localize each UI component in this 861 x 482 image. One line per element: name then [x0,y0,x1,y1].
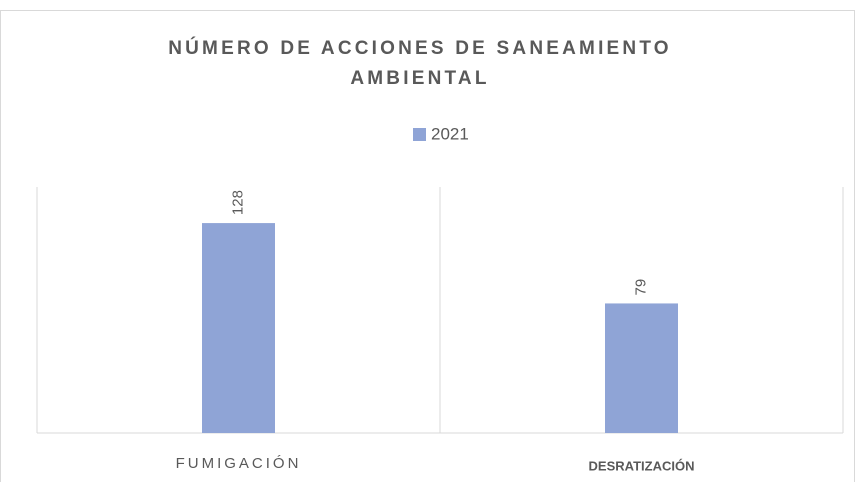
bar [605,303,678,433]
bar [202,223,275,433]
x-tick-label: DESRATIZACIÓN [589,458,695,473]
data-label: 128 [229,190,246,215]
chart-title: NÚMERO DE ACCIONES DE SANEAMIENTO AMBIEN… [168,38,672,89]
legend-swatch [413,128,426,141]
legend-label: 2021 [431,124,469,143]
x-tick-label: FUMIGACIÓN [176,455,302,472]
data-label: 79 [632,279,649,296]
chart-border [0,10,855,482]
